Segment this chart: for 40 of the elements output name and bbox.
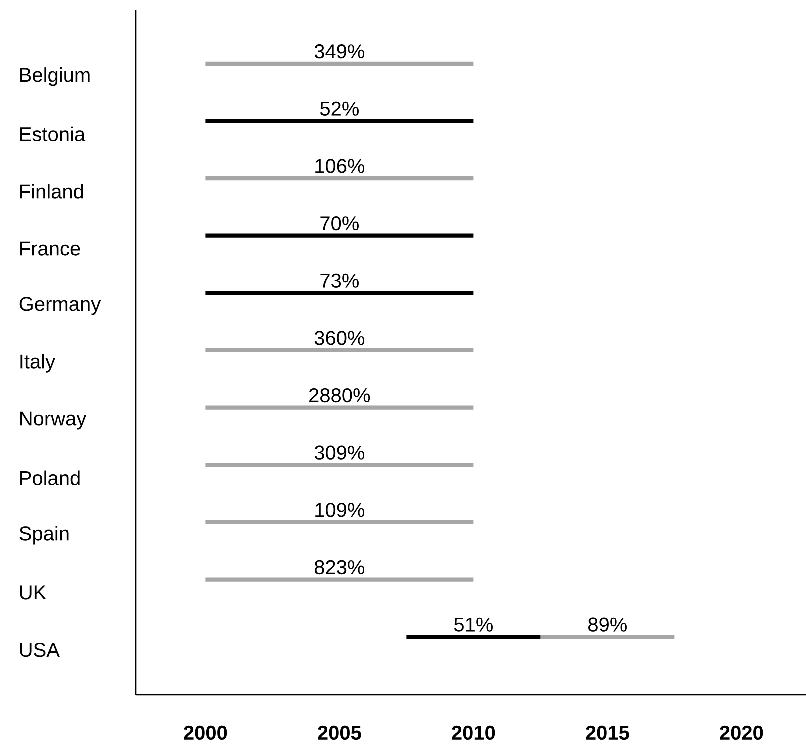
annotation: 109% — [316, 503, 365, 518]
annotation: 73% — [320, 274, 359, 288]
x-tick-label: 2015 — [586, 726, 630, 740]
y-tick-label: Germany — [20, 297, 102, 316]
bar — [206, 62, 474, 66]
bar — [206, 291, 474, 296]
bar — [406, 635, 541, 640]
y-tick-label: Finland — [20, 184, 84, 199]
annotation: 360% — [314, 331, 365, 346]
annotation: 309% — [314, 446, 365, 460]
annotation: 349% — [314, 44, 365, 59]
bar — [206, 119, 474, 124]
annotation: 2880% — [310, 388, 370, 403]
annotation: 51% — [454, 618, 493, 632]
x-tick-label: 2000 — [184, 726, 228, 740]
bar — [206, 234, 474, 238]
y-tick-label: Belgium — [20, 68, 90, 86]
x-tick-label: 2010 — [452, 726, 496, 740]
y-tick-label: Estonia — [20, 126, 86, 142]
bar — [206, 406, 474, 410]
bar — [206, 520, 474, 525]
y-tick-label: UK — [20, 586, 46, 600]
bar — [206, 578, 474, 582]
y-tick-label: France — [20, 242, 80, 256]
x-tick-label: 2005 — [318, 726, 362, 740]
bar — [540, 635, 675, 640]
x-tick-label: 2020 — [720, 726, 764, 740]
annotation: 70% — [320, 216, 359, 231]
annotation: 106% — [316, 159, 365, 174]
y-tick-label: Italy — [20, 354, 56, 373]
bar — [206, 348, 474, 353]
y-tick-label: USA — [20, 643, 60, 658]
annotation: 823% — [314, 560, 365, 575]
y-tick-label: Spain — [20, 526, 69, 545]
bar — [206, 463, 474, 468]
y-tick-label: Poland — [20, 470, 80, 486]
bar — [206, 176, 474, 181]
annotation: 52% — [320, 102, 359, 116]
annotation: 89% — [588, 618, 627, 632]
y-tick-label: Norway — [20, 412, 87, 430]
